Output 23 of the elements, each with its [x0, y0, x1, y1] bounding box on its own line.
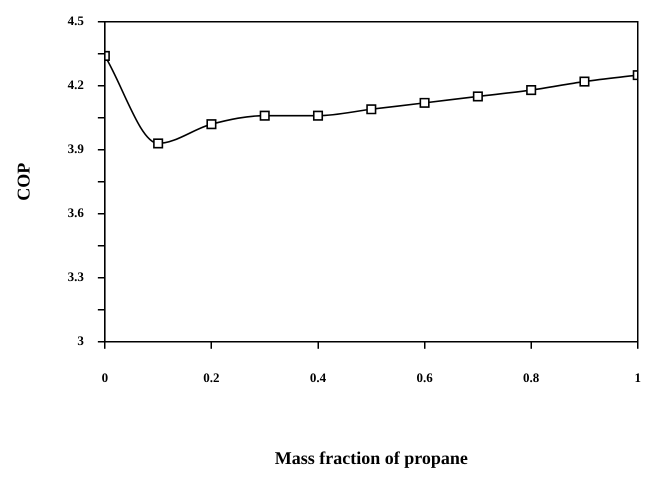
point — [260, 110, 270, 121]
point — [579, 76, 590, 87]
y-tick-label: 3.6 — [68, 205, 84, 220]
point — [420, 98, 430, 108]
point — [312, 110, 324, 121]
y-tick-label: 4.5 — [68, 13, 84, 28]
y-tick-label: 3 — [77, 333, 84, 348]
point — [366, 104, 376, 114]
x-tick-label: 0.6 — [416, 370, 434, 385]
x-tick-label: 0.2 — [203, 370, 220, 385]
y-tick-label: 4.2 — [68, 77, 84, 92]
x-tick-label: 0 — [102, 370, 108, 385]
point — [472, 91, 483, 102]
x-tick-label: 0.4 — [310, 370, 327, 385]
y-tick-label: 3.3 — [68, 269, 84, 284]
x-axis-title: Mass fraction of propane — [274, 448, 468, 468]
point — [206, 119, 216, 130]
x-tick-label: 1 — [634, 370, 641, 385]
point — [153, 138, 164, 148]
y-axis-title: COP — [13, 162, 34, 201]
point — [526, 85, 536, 96]
y-tick-label: 3.9 — [68, 141, 84, 156]
x-tick-label: 0.8 — [523, 370, 540, 385]
